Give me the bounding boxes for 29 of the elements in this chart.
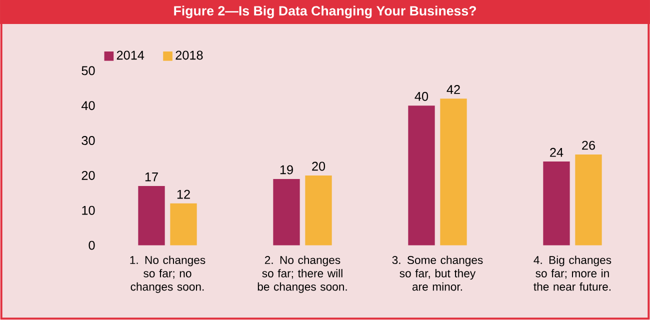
data-label: 19: [280, 165, 293, 174]
legend-label: 2018: [176, 50, 203, 60]
bar: [138, 186, 165, 246]
bar: [575, 154, 602, 246]
x-tick-label: 2. No changes so far; there will be changes soon.: [258, 256, 347, 293]
bar: [543, 161, 570, 246]
x-tick-label: 1. No changes so far; no changes soon.: [130, 256, 206, 293]
data-label: 24: [550, 148, 564, 157]
bar: [440, 98, 467, 246]
bar: [273, 178, 300, 246]
data-label: 26: [582, 140, 595, 150]
legend-label: 2014: [116, 50, 144, 60]
bar: [170, 203, 197, 246]
x-tick-label: 4. Big changes so far; more in the near future.: [534, 256, 612, 291]
data-label: 42: [446, 85, 460, 94]
y-tick-label: 10: [82, 206, 95, 215]
bar: [408, 106, 435, 246]
x-tick-label: 3. Some changes so far, but they are minor.: [392, 256, 483, 291]
data-label: 12: [177, 190, 190, 199]
y-tick-label: 20: [82, 170, 95, 180]
data-label: 40: [414, 92, 428, 101]
chart-title: Figure 2—Is Big Data Changing Your Business?: [174, 6, 476, 18]
data-label: 20: [312, 162, 326, 171]
data-label: 17: [145, 172, 158, 182]
y-tick-label: 50: [82, 66, 95, 76]
y-tick-label: 40: [82, 101, 95, 110]
bar: [305, 175, 332, 246]
y-tick-label: 30: [82, 136, 95, 146]
y-tick-label: 0: [88, 240, 95, 250]
